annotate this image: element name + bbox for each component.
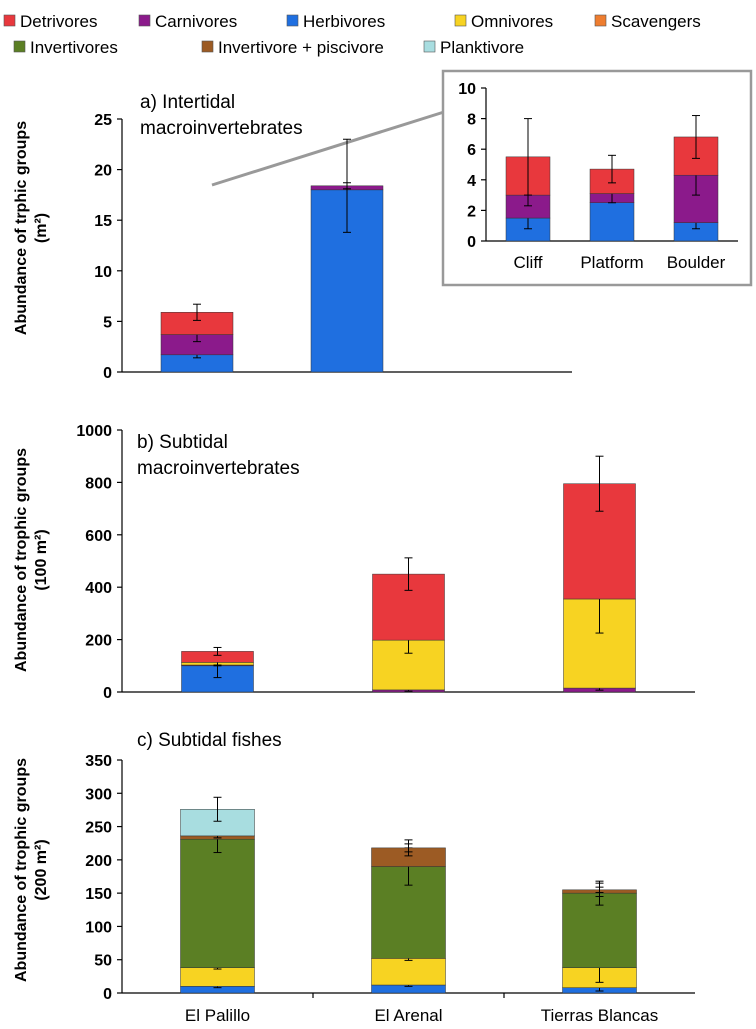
- legend-swatch-scavengers: [594, 14, 607, 27]
- c-plot-ytick-label: 0: [103, 986, 112, 1003]
- c-plot-bar-el-arenal-omnivores: [371, 958, 446, 986]
- a-plot-ytick-label: 25: [94, 112, 112, 129]
- a-plot-ytick-label: 10: [94, 264, 112, 281]
- b-plot-ytick-label: 0: [103, 685, 112, 702]
- c-ylab-line2: (200 m²): [33, 839, 50, 900]
- inset-pointer-line: [211, 110, 445, 187]
- b-plot-ytick-label: 200: [85, 633, 112, 650]
- c-ylab-line1: Abundance of trophic groups: [13, 758, 30, 982]
- a-inset-plot-ytick-label: 8: [467, 112, 476, 129]
- a-inset-plot-category-label-platform: Platform: [580, 253, 643, 272]
- panel-a-title-line2: macroinvertebrates: [140, 118, 303, 139]
- c-plot-ytick-label: 300: [85, 786, 112, 803]
- panel-b-ylabel: Abundance of trophic groups (100 m²): [13, 448, 50, 672]
- legend: Detrivores Carnivores Herbivores Omnivores S…: [3, 12, 701, 57]
- a-inset-plot-ytick-label: 6: [467, 142, 476, 159]
- a-plot-ytick-label: 20: [94, 163, 112, 180]
- c-plot-bar-el-palillo-omnivores: [180, 967, 255, 987]
- panel-a-intertidal: Abundance of trphic groups (m²) a) Intert…: [13, 69, 753, 382]
- b-plot-ytick-label: 800: [85, 475, 112, 492]
- legend-swatch-carnivores: [138, 14, 151, 27]
- legend-label-omnivores: Omnivores: [471, 12, 553, 31]
- legend-swatch-omnivores: [454, 14, 467, 27]
- legend-label-herbivores: Herbivores: [303, 12, 385, 31]
- panel-b-subtidal-macroinvertebrates: Abundance of trophic groups (100 m²) b) S…: [13, 423, 695, 702]
- panel-b-title-line2: macroinvertebrates: [137, 458, 300, 479]
- legend-label-planktivore: Planktivore: [440, 38, 524, 57]
- panel-a-title-line1: a) Intertidal: [140, 92, 235, 113]
- legend-swatch-invertivore-piscivore: [201, 40, 214, 53]
- legend-swatch-herbivores: [286, 14, 299, 27]
- a-plot-ytick-label: 5: [103, 314, 112, 331]
- c-plot-ytick-label: 50: [94, 953, 112, 970]
- legend-label-detrivores: Detrivores: [20, 12, 97, 31]
- legend-label-invertivore-piscivore: Invertivore + piscivore: [218, 38, 384, 57]
- a-inset-plot-category-label-boulder: Boulder: [667, 253, 726, 272]
- b-plot-ytick-label: 1000: [76, 423, 112, 440]
- c-plot-ytick-label: 200: [85, 853, 112, 870]
- a-inset-plot-ytick-label: 0: [467, 234, 476, 251]
- c-plot-ytick-label: 100: [85, 919, 112, 936]
- panel-c-subtidal-fishes: Abundance of trophic groups (200 m²) c) S…: [13, 730, 695, 1025]
- c-plot-bar-el-palillo-invertivores: [180, 838, 255, 968]
- legend-swatch-invertivores: [13, 40, 26, 53]
- legend-label-invertivores: Invertivores: [30, 38, 118, 57]
- b-plot-ytick-label: 600: [85, 528, 112, 545]
- b-ylab-line1: Abundance of trophic groups: [13, 448, 30, 672]
- b-plot-ytick-label: 400: [85, 580, 112, 597]
- legend-swatch-detrivores: [3, 14, 16, 27]
- c-plot-ytick-label: 150: [85, 886, 112, 903]
- panel-c-title: c) Subtidal fishes: [137, 730, 282, 751]
- panel-c-plot: 0 50 100 150 200 250 300 350 El Palillo El Arenal…: [85, 753, 695, 1025]
- panel-a-ylabel: Abundance of trphic groups (m²): [13, 121, 50, 335]
- panel-c-ylabel: Abundance of trophic groups (200 m²): [13, 758, 50, 982]
- c-plot-ytick-label: 250: [85, 820, 112, 837]
- inset-plot: 0 2 4 6 8 10 Cliff Platform Boulder: [458, 81, 738, 272]
- a-inset-plot-ytick-label: 4: [467, 173, 476, 190]
- a-inset-plot-ytick-label: 2: [467, 203, 476, 220]
- panel-b-plot: 0 200 400 600 800 1000: [76, 423, 695, 702]
- a-ylab-line2: (m²): [33, 213, 50, 243]
- a-plot-ytick-label: 0: [103, 365, 112, 382]
- c-plot-category-label-tierras-blancas: Tierras Blancas: [541, 1006, 658, 1025]
- a-ylab-line1: Abundance of trphic groups: [13, 121, 30, 335]
- panel-a-inset: 0 2 4 6 8 10 Cliff Platform Boulder: [441, 69, 753, 287]
- legend-label-scavengers: Scavengers: [611, 12, 701, 31]
- c-plot-ytick-label: 350: [85, 753, 112, 770]
- c-plot-category-label-el-arenal: El Arenal: [374, 1006, 442, 1025]
- a-plot-ytick-label: 15: [94, 213, 112, 230]
- a-inset-plot-bar-platform-herbivores: [589, 202, 635, 242]
- panel-b-title-line1: b) Subtidal: [137, 432, 228, 453]
- a-inset-plot-category-label-cliff: Cliff: [514, 253, 543, 272]
- b-ylab-line2: (100 m²): [33, 529, 50, 590]
- a-inset-plot-ytick-label: 10: [458, 81, 476, 98]
- legend-label-carnivores: Carnivores: [155, 12, 237, 31]
- legend-swatch-planktivore: [423, 40, 436, 53]
- c-plot-category-label-el-palillo: El Palillo: [185, 1006, 250, 1025]
